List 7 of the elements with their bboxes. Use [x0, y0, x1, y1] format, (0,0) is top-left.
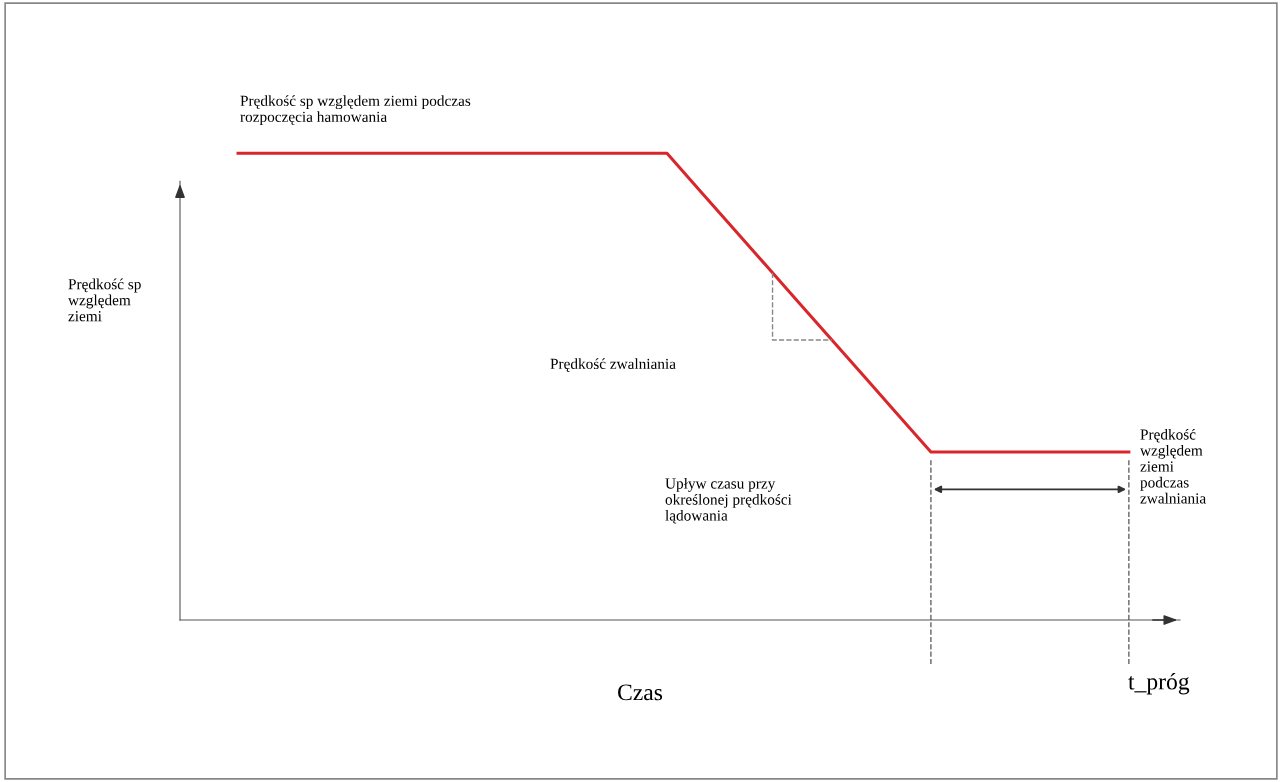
text: Prędkość sp względem ziemi podczas rozpoczęcia hamowania	[240, 95, 471, 126]
text: Prędkość sp względem ziemi	[68, 278, 141, 322]
x-axis-title: Czas	[618, 684, 663, 701]
annotation: Prędkość względem ziemi podczas zwalniania	[1140, 428, 1206, 504]
annotation: Upływ czasu przy określonej prędkości lądowania	[665, 477, 792, 524]
text: t_próg	[1128, 672, 1190, 695]
annotation: Prędkość zwalniania	[550, 358, 676, 372]
